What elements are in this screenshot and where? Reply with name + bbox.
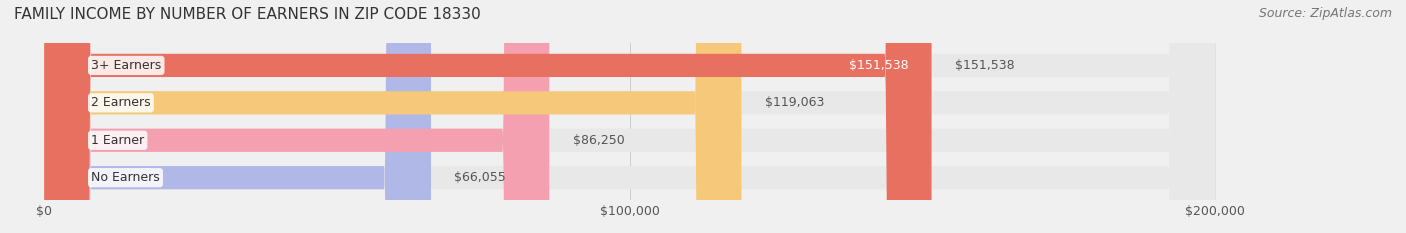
Text: $151,538: $151,538 xyxy=(849,59,908,72)
Text: FAMILY INCOME BY NUMBER OF EARNERS IN ZIP CODE 18330: FAMILY INCOME BY NUMBER OF EARNERS IN ZI… xyxy=(14,7,481,22)
Text: $66,055: $66,055 xyxy=(454,171,506,184)
FancyBboxPatch shape xyxy=(44,0,1215,233)
FancyBboxPatch shape xyxy=(44,0,932,233)
Text: $86,250: $86,250 xyxy=(572,134,624,147)
Text: No Earners: No Earners xyxy=(91,171,160,184)
Text: $151,538: $151,538 xyxy=(955,59,1015,72)
Text: 2 Earners: 2 Earners xyxy=(91,96,150,109)
FancyBboxPatch shape xyxy=(44,0,1215,233)
FancyBboxPatch shape xyxy=(44,0,1215,233)
FancyBboxPatch shape xyxy=(44,0,550,233)
FancyBboxPatch shape xyxy=(44,0,741,233)
Text: Source: ZipAtlas.com: Source: ZipAtlas.com xyxy=(1258,7,1392,20)
Text: 3+ Earners: 3+ Earners xyxy=(91,59,162,72)
FancyBboxPatch shape xyxy=(44,0,1215,233)
Text: $119,063: $119,063 xyxy=(765,96,824,109)
Text: 1 Earner: 1 Earner xyxy=(91,134,145,147)
FancyBboxPatch shape xyxy=(44,0,432,233)
